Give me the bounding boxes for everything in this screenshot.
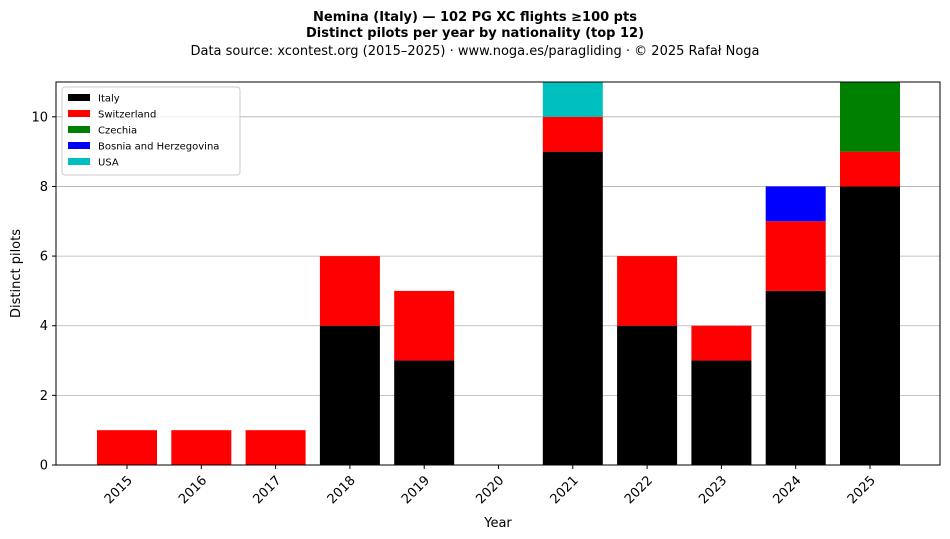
bar-switzerland-2019: [394, 290, 455, 361]
y-tick-label: 2: [40, 389, 48, 404]
legend-label: Czechia: [98, 126, 137, 137]
chart-subtitle: Distinct pilots per year by nationality …: [306, 26, 644, 41]
legend-swatch: [68, 110, 90, 117]
bar-czechia-2025: [840, 82, 900, 152]
bar-switzerland-2015: [97, 430, 157, 465]
x-tick-label: 2020: [473, 473, 507, 507]
bar-bosnia-and-herzegovina-2024: [765, 186, 826, 222]
x-tick-label: 2023: [696, 473, 730, 507]
y-axis: 0 2 4 6 8 10: [31, 110, 56, 474]
y-tick-label: 10: [31, 110, 48, 125]
bar-switzerland-2022: [617, 256, 678, 326]
legend-label: Bosnia and Herzegovina: [98, 142, 219, 153]
bar-switzerland-2017: [245, 430, 306, 465]
bar-italy-2023: [691, 360, 752, 465]
bar-switzerland-2025: [840, 151, 900, 187]
x-tick-label: 2018: [325, 473, 359, 507]
bar-switzerland-2023: [691, 325, 752, 361]
chart-title: Nemina (Italy) — 102 PG XC flights ≥100 …: [313, 10, 637, 25]
legend-swatch: [68, 158, 90, 165]
bar-italy-2019: [394, 360, 455, 465]
x-axis: 2015 2016 2017 2018 2019 2020 2021 2022 2023 2024…: [102, 465, 879, 507]
legend-swatch: [68, 142, 90, 149]
bar-italy-2025: [840, 186, 900, 466]
bar-italy-2021: [542, 151, 603, 466]
y-tick-label: 6: [40, 250, 48, 265]
y-tick-label: 0: [40, 459, 48, 474]
bar-switzerland-2024: [765, 221, 826, 291]
bar-switzerland-2021: [542, 116, 603, 152]
bar-italy-2024: [765, 290, 826, 465]
bar-usa-2021: [542, 82, 603, 117]
legend: Italy Switzerland Czechia Bosnia and Herzeg…: [61, 86, 241, 176]
x-tick-label: 2019: [399, 473, 433, 507]
legend-label: Switzerland: [98, 110, 156, 121]
chart-source: Data source: xcontest.org (2015–2025) · …: [190, 44, 759, 59]
legend-swatch: [68, 94, 90, 101]
x-tick-label: 2015: [102, 473, 136, 507]
legend-box: [61, 86, 241, 176]
bar-switzerland-2016: [171, 430, 232, 465]
y-tick-label: 4: [40, 319, 48, 334]
bar-switzerland-2018: [319, 256, 380, 326]
x-tick-label: 2025: [845, 473, 879, 507]
legend-label: USA: [98, 158, 119, 169]
bars: [97, 82, 900, 466]
y-axis-label: Distinct pilots: [9, 229, 24, 318]
bar-italy-2018: [319, 325, 380, 465]
x-axis-label: Year: [483, 516, 512, 531]
bar-italy-2022: [617, 325, 678, 465]
x-tick-label: 2024: [771, 473, 805, 507]
y-tick-label: 8: [40, 180, 48, 195]
x-tick-label: 2021: [548, 473, 582, 507]
legend-label: Italy: [98, 94, 120, 105]
legend-swatch: [68, 126, 90, 133]
x-tick-label: 2016: [176, 473, 210, 507]
x-tick-label: 2017: [250, 473, 284, 507]
x-tick-label: 2022: [622, 473, 656, 507]
